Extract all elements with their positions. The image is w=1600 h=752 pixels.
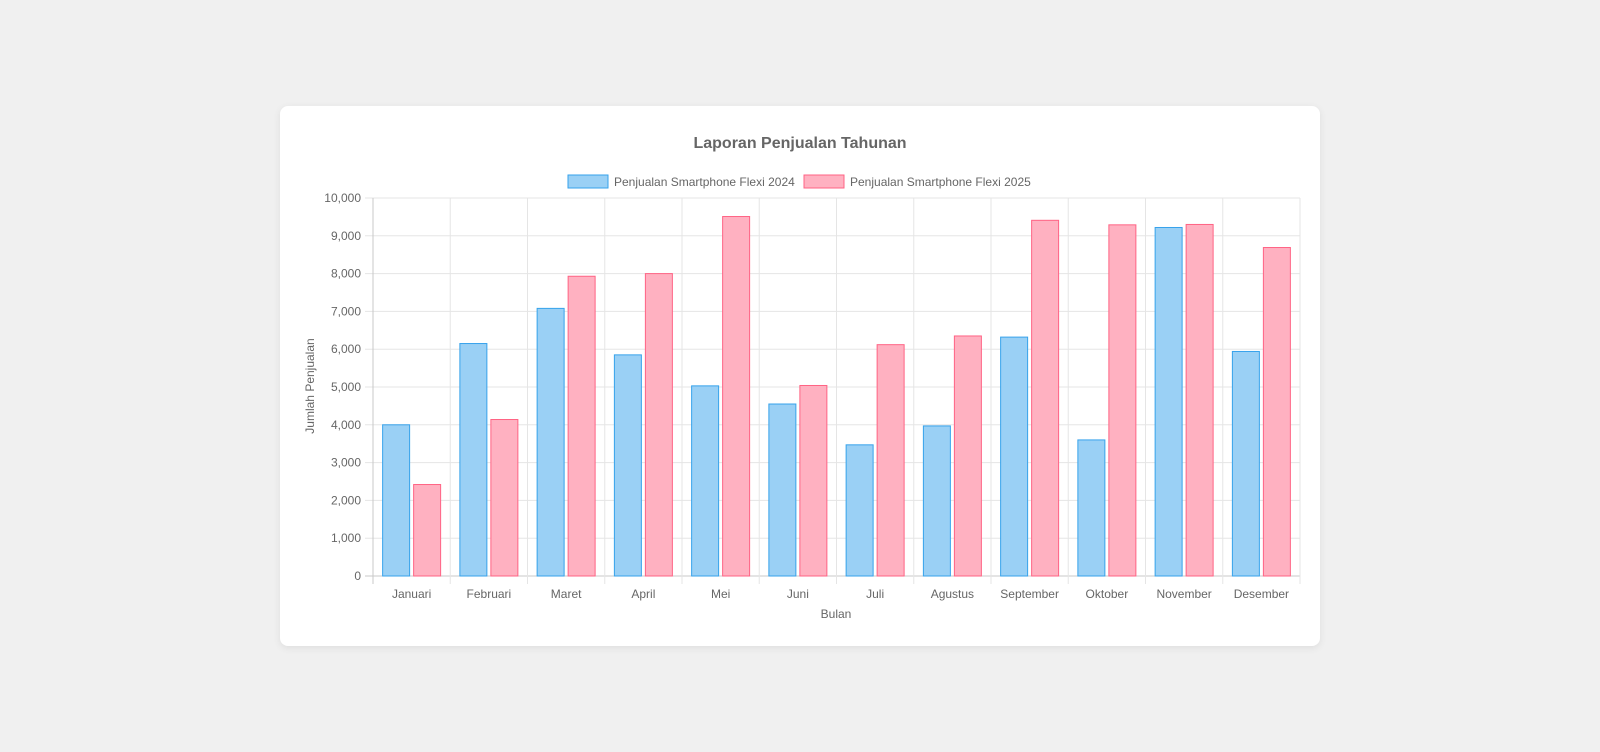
bar-2025[interactable] — [490, 419, 519, 577]
bar-2025[interactable] — [799, 384, 828, 577]
grid — [365, 197, 1301, 584]
bar-2024[interactable] — [1077, 439, 1106, 577]
y-tick-label: 7,000 — [331, 304, 361, 318]
legend-swatch-2025[interactable] — [803, 174, 845, 189]
bar-chart: Laporan Penjualan Tahunan Penjualan Smar… — [303, 135, 1301, 621]
x-tick-label: Juli — [866, 587, 884, 601]
bar-2024[interactable] — [613, 354, 642, 577]
legend-label-2024[interactable]: Penjualan Smartphone Flexi 2024 — [614, 175, 795, 189]
y-axis-ticks: 0 1,000 2,000 3,000 4,000 5,000 6,000 7,000 8,00… — [324, 191, 361, 583]
bar-2024[interactable] — [845, 444, 874, 577]
x-tick-label: Februari — [467, 587, 512, 601]
y-tick-label: 1,000 — [331, 531, 361, 545]
y-tick-label: 8,000 — [331, 267, 361, 281]
bar-2024[interactable] — [768, 403, 797, 577]
y-tick-label: 5,000 — [331, 380, 361, 394]
bar-2024[interactable] — [1154, 226, 1183, 577]
bar-2024[interactable] — [691, 385, 720, 577]
x-tick-label: Maret — [551, 587, 582, 601]
y-tick-label: 9,000 — [331, 229, 361, 243]
bar-2025[interactable] — [644, 273, 673, 577]
x-tick-label: Agustus — [931, 587, 974, 601]
bars — [382, 216, 1291, 577]
bar-2025[interactable] — [953, 335, 982, 577]
bar-2025[interactable] — [567, 275, 596, 577]
bar-2025[interactable] — [1185, 223, 1214, 577]
bar-2024[interactable] — [382, 424, 411, 577]
chart-title: Laporan Penjualan Tahunan — [693, 135, 906, 152]
bar-2024[interactable] — [1000, 336, 1029, 577]
x-tick-label: Mei — [711, 587, 730, 601]
bar-2024[interactable] — [536, 307, 565, 577]
y-tick-label: 2,000 — [331, 493, 361, 507]
bar-2025[interactable] — [1108, 224, 1137, 577]
bar-2025[interactable] — [413, 484, 442, 577]
bar-2025[interactable] — [876, 344, 905, 577]
bar-2024[interactable] — [459, 343, 488, 577]
x-tick-label: Juni — [787, 587, 809, 601]
y-axis-title: Jumlah Penjualan — [303, 338, 317, 433]
x-tick-label: November — [1156, 587, 1211, 601]
bar-2024[interactable] — [1231, 350, 1260, 577]
legend-label-2025[interactable]: Penjualan Smartphone Flexi 2025 — [850, 175, 1031, 189]
x-tick-label: April — [631, 587, 655, 601]
bar-2024[interactable] — [922, 425, 951, 577]
y-tick-label: 3,000 — [331, 456, 361, 470]
y-tick-label: 10,000 — [324, 191, 361, 205]
y-tick-label: 4,000 — [331, 418, 361, 432]
y-tick-label: 0 — [354, 569, 361, 583]
x-tick-label: Desember — [1234, 587, 1289, 601]
x-tick-label: Oktober — [1086, 587, 1129, 601]
bar-2025[interactable] — [722, 216, 751, 577]
bar-2025[interactable] — [1031, 219, 1060, 577]
legend-swatch-2024[interactable] — [567, 174, 609, 189]
x-axis-ticks: Januari Februari Maret April Mei Juni Juli Agus… — [392, 587, 1289, 601]
x-axis-title: Bulan — [821, 607, 852, 621]
x-tick-label: September — [1000, 587, 1059, 601]
x-tick-label: Januari — [392, 587, 431, 601]
chart-card: Laporan Penjualan Tahunan Penjualan Smar… — [280, 106, 1320, 646]
legend[interactable]: Penjualan Smartphone Flexi 2024 Penjuala… — [567, 174, 1031, 189]
bar-2025[interactable] — [1262, 247, 1291, 577]
y-tick-label: 6,000 — [331, 342, 361, 356]
